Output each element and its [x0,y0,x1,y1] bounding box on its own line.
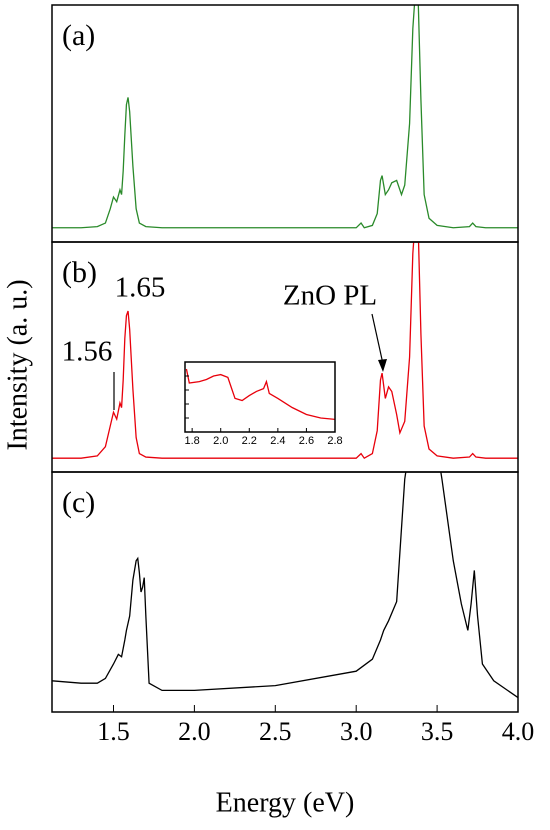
panel-label: (b) [62,256,97,289]
x-tick-label: 3.0 [340,717,373,746]
x-tick-label: 2.2 [242,435,257,447]
annotation-arrow [371,313,384,365]
x-tick-label: 4.0 [502,717,535,746]
x-axis-label: Energy (eV) [216,787,355,818]
spectrum-line [52,472,518,699]
spectrum-line [52,242,518,460]
x-tick-label: 3.5 [421,717,454,746]
spectrum-line [185,368,335,421]
plot-frame [51,4,519,243]
annotation: ZnO PL [283,280,377,312]
panel-label: (c) [62,486,95,519]
spectrum-line [52,5,518,229]
x-tick-label: 2.0 [178,717,211,746]
x-tick-label: 1.5 [97,717,130,746]
x-tick-label: 1.8 [184,435,199,447]
panel-label: (a) [62,19,95,52]
annotation: 1.65 [115,272,166,304]
x-tick-label: 2.4 [270,435,285,447]
plot-frame [184,361,336,433]
x-tick-label: 2.6 [299,435,314,447]
x-tick-label: 2.5 [259,717,292,746]
arrow-head [378,359,387,372]
annotation: 1.56 [62,336,113,368]
x-tick-label: 2.8 [327,435,342,447]
plot-frame [51,471,519,713]
y-axis-label: Intensity (a. u.) [2,279,33,450]
x-tick-label: 2.0 [213,435,228,447]
